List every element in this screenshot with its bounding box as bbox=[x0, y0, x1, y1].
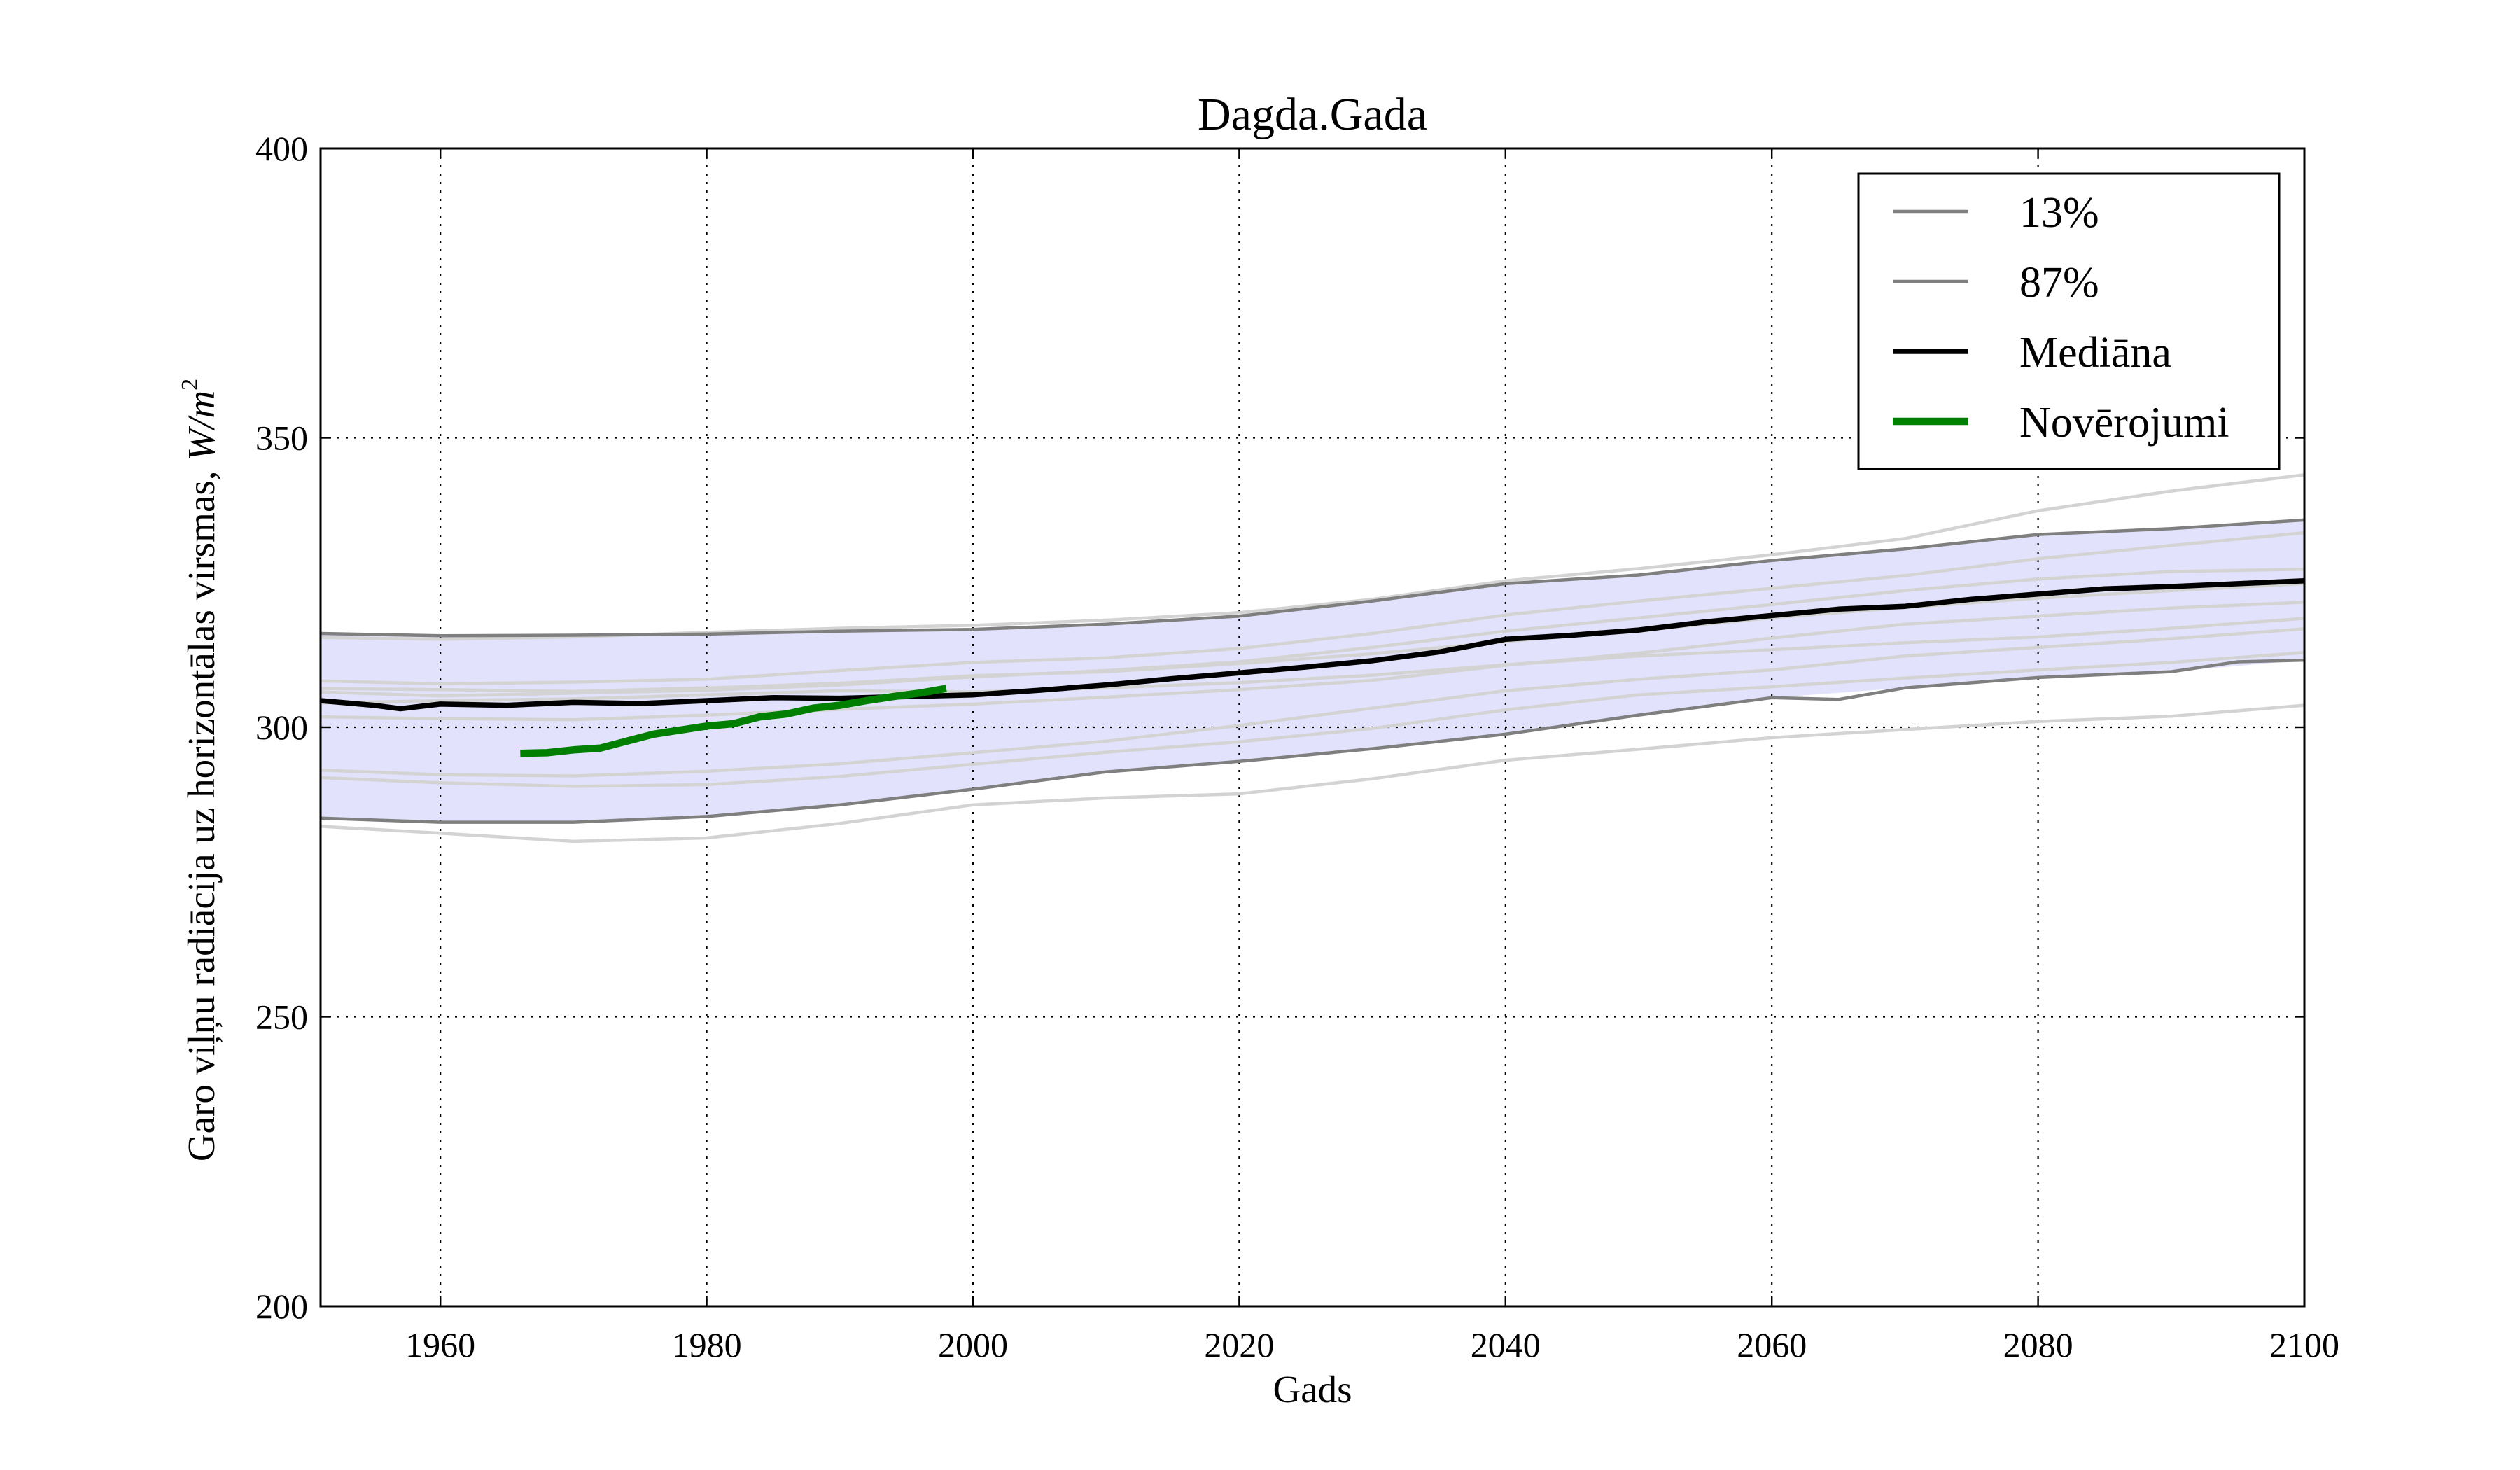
legend-item-median: Mediāna bbox=[1893, 329, 2171, 377]
ensemble-member-line bbox=[320, 531, 2305, 686]
legend-item-13pct: 13% bbox=[1893, 189, 2099, 237]
chart-title: Dagda.Gada bbox=[1198, 89, 1427, 140]
legend-label: Novērojumi bbox=[2019, 399, 2230, 447]
ensemble-member-line bbox=[320, 567, 2305, 698]
gridlines bbox=[321, 148, 2304, 1306]
ensemble-member-line bbox=[320, 582, 2305, 693]
ensemble-member-line bbox=[320, 651, 2305, 788]
legend-item-87pct: 87% bbox=[1893, 259, 2099, 307]
x-axis-label: Gads bbox=[1273, 1368, 1352, 1410]
legend-item-observations: Novērojumi bbox=[1893, 399, 2230, 447]
ensemble-member-line bbox=[320, 617, 2305, 705]
legend-label: 13% bbox=[2019, 189, 2099, 237]
y-tick-label: 250 bbox=[255, 997, 308, 1037]
x-tick-label: 2040 bbox=[1471, 1325, 1541, 1364]
x-tick-label: 2080 bbox=[2003, 1325, 2073, 1364]
series-87pct-line bbox=[320, 518, 2305, 638]
x-tick-label: 2060 bbox=[1737, 1325, 1807, 1364]
x-tick-label: 2100 bbox=[2269, 1325, 2339, 1364]
legend: 13% 87% Mediāna Novērojumi bbox=[1857, 172, 2281, 470]
ensemble-member-line bbox=[320, 601, 2305, 722]
x-tick-label: 2000 bbox=[938, 1325, 1008, 1364]
ensemble-member-line bbox=[320, 704, 2305, 844]
x-tick-label: 1960 bbox=[405, 1325, 475, 1364]
plot-area: 1960 1980 2000 2020 2040 2060 2080 2100 200 250 30… bbox=[255, 129, 2339, 1364]
y-tick-label: 300 bbox=[255, 708, 308, 747]
legend-label: 87% bbox=[2019, 259, 2099, 307]
x-tick-label: 2020 bbox=[1204, 1325, 1274, 1364]
y-axis-label-text: Garo viļņu radiācija uz horizontālas vir… bbox=[180, 461, 223, 1161]
y-tick-label: 200 bbox=[255, 1287, 308, 1326]
series-13pct-line bbox=[320, 658, 2305, 824]
y-tick-label: 400 bbox=[255, 129, 308, 168]
uncertainty-band bbox=[321, 519, 2304, 822]
series-median-line bbox=[320, 578, 2305, 712]
y-axis-label-exponent: 2 bbox=[177, 379, 203, 391]
y-axis-label: Garo viļņu radiācija uz horizontālas vir… bbox=[177, 379, 223, 1161]
y-axis-label-unit: W/m bbox=[180, 391, 223, 461]
legend-label: Mediāna bbox=[2019, 329, 2171, 377]
series-observations-line bbox=[520, 685, 947, 757]
x-tick-label: 1980 bbox=[672, 1325, 742, 1364]
y-tick-label: 350 bbox=[255, 419, 308, 458]
ensemble-member-line bbox=[320, 627, 2305, 778]
